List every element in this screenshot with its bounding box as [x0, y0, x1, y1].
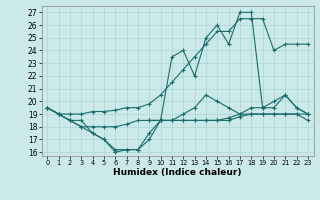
X-axis label: Humidex (Indice chaleur): Humidex (Indice chaleur) — [113, 168, 242, 177]
